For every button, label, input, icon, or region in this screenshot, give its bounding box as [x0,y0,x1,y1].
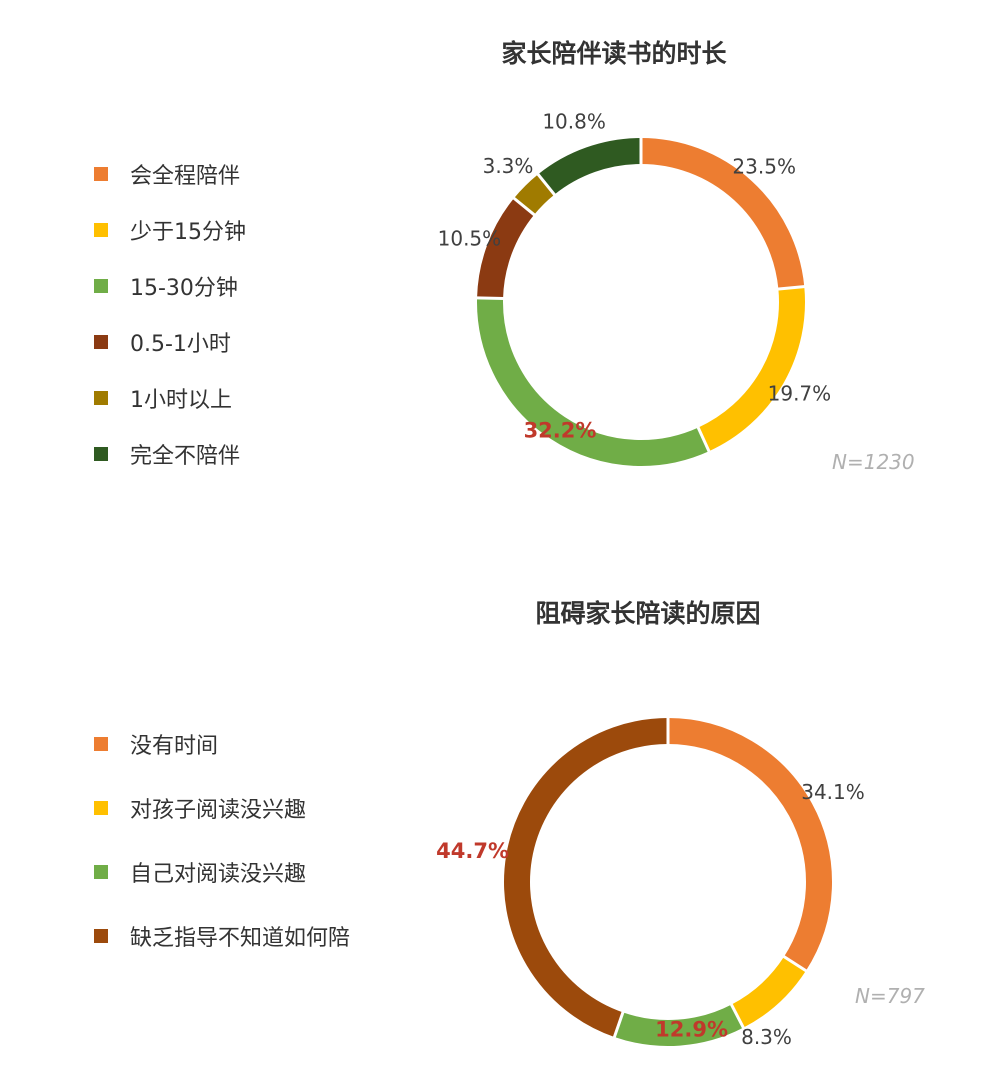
donut-chart: 34.1% 8.3% 12.9% 44.7% [436,717,865,1049]
legend: 会全程陪伴少于15分钟 15-30分钟 0.5-1小时 1小时以上完全不陪伴 [94,146,246,482]
donut-slice [504,718,669,1037]
donut-slice [513,174,555,215]
legend-label: 完全不陪伴 [130,444,241,469]
slice-separator [536,172,557,197]
legend-label: 对孩子阅读没兴趣 [130,798,307,823]
sample-size-note: N=1230 [832,450,915,474]
donut-slice [477,297,709,466]
legend: 没有时间对孩子阅读没兴趣 自己对阅读没兴趣缺乏指导不知道如何陪 [94,712,350,968]
donut-chart: 23.5% 19.7% 32.2% 10.5% 3.3% 10.8% [438,109,832,466]
data-label: 10.8% [542,109,606,133]
donut-slice [538,138,642,195]
legend-swatch [94,223,108,237]
legend-item: 自己对阅读没兴趣 [94,840,350,904]
slice-separator [512,196,536,217]
data-label: 34.1% [801,780,865,804]
legend-label: 没有时间 [130,734,219,759]
donut-slice [640,138,805,290]
legend-swatch [94,167,108,181]
legend-swatch [94,801,108,815]
legend-label: 0.5-1小时 [130,332,231,357]
legend-swatch [94,335,108,349]
chart-title: 家长陪伴读书的时长 [501,39,727,68]
legend-item: 15-30分钟 [94,258,246,314]
legend-item: 1小时以上 [94,370,246,426]
data-label: 8.3% [741,1025,792,1049]
slice-separator [612,1010,625,1039]
sample-size-note: N=797 [855,984,925,1008]
legend-item: 0.5-1小时 [94,314,246,370]
legend-swatch [94,447,108,461]
chart-title: 阻碍家长陪读的原因 [535,599,761,628]
donut-slice [731,956,806,1028]
data-label: 3.3% [483,154,534,178]
donut-slice [614,1004,744,1046]
legend-item: 没有时间 [94,712,350,776]
legend-swatch [94,279,108,293]
data-label: 23.5% [732,155,796,179]
legend-label: 1小时以上 [130,388,232,413]
legend-label: 自己对阅读没兴趣 [130,862,307,887]
legend-swatch [94,865,108,879]
slice-separator [696,426,711,453]
data-label: 12.9% [655,1018,728,1042]
slice-separator [729,1002,746,1030]
data-label: 44.7% [436,839,509,863]
legend-item: 缺乏指导不知道如何陪 [94,904,350,968]
data-label: 10.5% [438,226,502,250]
legend-label: 缺乏指导不知道如何陪 [130,926,351,951]
donut-slice [667,718,832,971]
slice-separator [777,284,806,291]
legend-label: 15-30分钟 [130,276,238,301]
legend-item: 会全程陪伴 [94,146,246,202]
data-label: 32.2% [524,419,597,443]
chart-obstacles: 阻碍家长陪读的原因 没有时间对孩子阅读没兴趣 自己对阅读没兴趣缺乏指导不知道如何陪… [0,560,1002,1077]
donut-slice [477,198,535,299]
donut-slice [697,286,805,452]
legend-item: 对孩子阅读没兴趣 [94,776,350,840]
legend-swatch [94,929,108,943]
legend-item: 少于15分钟 [94,202,246,258]
legend-item: 完全不陪伴 [94,426,246,482]
slice-separator [782,954,808,973]
legend-label: 会全程陪伴 [130,164,241,189]
legend-swatch [94,737,108,751]
chart-duration: 家长陪伴读书的时长 会全程陪伴少于15分钟 15-30分钟 0.5-1小时 1小时以上… [94,39,915,482]
legend-label: 少于15分钟 [130,220,246,245]
slice-separator [476,296,505,301]
data-label: 19.7% [768,382,832,406]
legend-swatch [94,391,108,405]
